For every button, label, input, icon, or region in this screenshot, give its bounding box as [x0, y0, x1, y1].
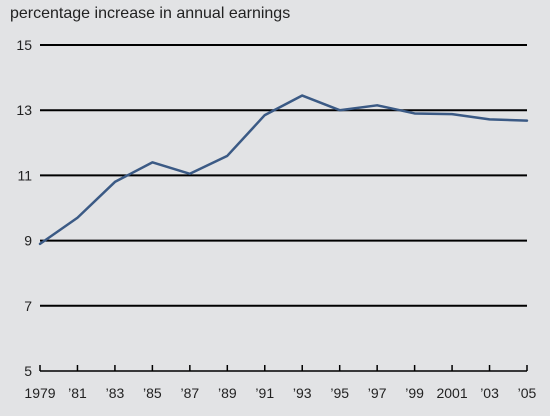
y-tick-label: 9	[24, 233, 32, 249]
y-axis-label: percentage increase in annual earnings	[10, 5, 291, 22]
x-tick-label: ’87	[181, 385, 200, 401]
data-point-2003	[488, 118, 491, 121]
series-line	[38, 94, 529, 246]
data-point-1991	[263, 114, 266, 116]
x-tick-label: ’97	[368, 385, 387, 401]
data-point-1993	[301, 94, 304, 97]
data-point-1999	[413, 112, 416, 115]
y-tick-label: 7	[24, 298, 32, 314]
x-tick-label: ’85	[143, 385, 162, 401]
data-point-1981	[76, 216, 79, 219]
x-tick-label: 1979	[24, 385, 55, 401]
x-tick-label: ’99	[405, 385, 424, 401]
y-tick-label: 11	[17, 167, 32, 183]
data-point-1997	[376, 104, 378, 107]
x-tick-label: ’89	[218, 385, 237, 401]
data-point-1987	[189, 172, 191, 175]
data-point-2001	[451, 113, 453, 115]
data-point-1979	[39, 243, 41, 245]
y-tick-label: 5	[24, 363, 32, 379]
x-tick-label: ’91	[255, 385, 274, 401]
x-tick-label: ’83	[106, 385, 125, 401]
x-tick-label: 2001	[436, 385, 467, 401]
x-tick-label: ’81	[68, 385, 87, 401]
data-point-1985	[151, 161, 154, 164]
data-point-1983	[114, 181, 116, 183]
y-tick-label: 15	[16, 37, 32, 53]
x-tick-label: ’93	[293, 385, 312, 401]
data-point-2005	[526, 119, 528, 122]
x-tick-label: ’03	[480, 385, 499, 401]
x-tick-label: ’05	[518, 385, 537, 401]
x-tick-label: ’95	[330, 385, 349, 401]
data-point-1995	[338, 109, 341, 111]
data-point-1989	[226, 155, 229, 157]
y-tick-label: 13	[16, 102, 32, 118]
